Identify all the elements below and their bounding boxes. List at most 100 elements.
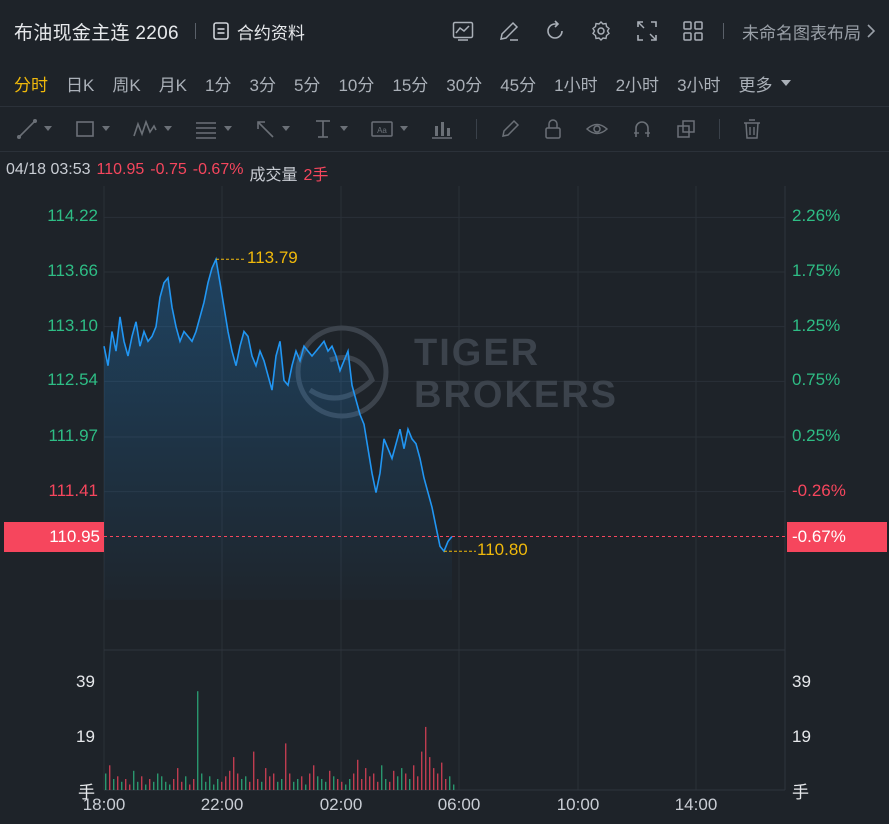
rectangle-tool[interactable] [74, 118, 110, 140]
caret-down-icon [780, 79, 791, 86]
magnet-icon [634, 121, 650, 137]
volume-bar [321, 779, 323, 790]
period-tab[interactable]: 月K [158, 75, 188, 95]
separator [194, 23, 196, 39]
period-tab[interactable]: 15分 [392, 75, 429, 95]
clone-tool[interactable] [675, 118, 697, 140]
volume-bar [349, 779, 351, 790]
period-tab[interactable]: 2小时 [615, 75, 660, 95]
volume-bar [185, 776, 187, 790]
rectangle-icon [76, 121, 94, 137]
volume-bar [437, 773, 439, 790]
y-axis-right-tick: 1.25% [792, 315, 841, 335]
volume-bar [189, 784, 191, 790]
period-tab[interactable]: 3小时 [677, 75, 721, 95]
volume-bar [201, 773, 203, 790]
volume-bar [173, 779, 175, 790]
y-axis-right-tick: 0.75% [792, 370, 841, 390]
y-axis-left-tick: 112.54 [47, 370, 98, 390]
period-tab[interactable]: 30分 [446, 75, 483, 95]
period-tab[interactable]: 10分 [338, 75, 375, 95]
period-tab[interactable]: 3分 [249, 75, 276, 95]
fibonacci-tool[interactable] [194, 118, 232, 140]
y-axis-left-tick: 113.66 [47, 261, 98, 280]
volume-bar [393, 770, 395, 790]
contract-info-button[interactable]: 合约资料 [212, 19, 305, 44]
volume-bar [365, 768, 367, 790]
edit-icon[interactable] [497, 19, 521, 43]
grid-layout-icon[interactable] [681, 19, 705, 43]
period-tab[interactable]: 45分 [500, 75, 537, 95]
volume-bar [225, 776, 227, 790]
x-axis-tick: 18:00 [82, 795, 126, 814]
x-axis-tick: 22:00 [200, 795, 244, 814]
refresh-icon[interactable] [543, 19, 567, 43]
period-tab[interactable]: 1小时 [554, 75, 598, 95]
lock-tool[interactable] [543, 118, 563, 140]
volume-bar [153, 781, 155, 790]
y-axis-right-tick: 1.75% [792, 261, 841, 280]
volume-bar [261, 781, 263, 790]
lock-icon [545, 119, 561, 139]
caret-down-icon [164, 126, 172, 131]
volume-bar [357, 759, 359, 790]
watermark-line2: BROKERS [414, 374, 619, 416]
trash-icon [744, 119, 760, 139]
watermark-line1: TIGER [414, 332, 541, 374]
volume-bar [281, 779, 283, 790]
volume-bar [157, 773, 159, 790]
settings-gear-icon[interactable] [589, 19, 613, 43]
volume-bar [105, 773, 107, 790]
wave-pattern-tool[interactable] [132, 118, 172, 140]
header-bar: 布油现金主连 2206 合约资料 未命名图表布局 [0, 0, 889, 62]
indicator-chart-icon[interactable] [451, 19, 475, 43]
period-tab[interactable]: 日K [66, 75, 95, 95]
visibility-tool[interactable] [585, 118, 609, 140]
volume-bar [257, 779, 259, 790]
volume-bar [405, 773, 407, 790]
volume-bar [433, 768, 435, 790]
brush-tool[interactable] [499, 118, 521, 140]
volume-bar [293, 781, 295, 790]
separator [719, 119, 720, 139]
volume-bar [389, 781, 391, 790]
volume-bar [265, 768, 267, 790]
quote-price: 110.95 [96, 161, 145, 178]
text-cursor-tool[interactable] [312, 118, 348, 140]
period-tab[interactable]: 周K [112, 75, 141, 95]
quote-change-pct: -0.67% [192, 161, 244, 178]
volume-bar [417, 776, 419, 790]
period-tab[interactable]: 5分 [293, 75, 321, 95]
fullscreen-icon[interactable] [635, 19, 659, 43]
volume-bar [369, 776, 371, 790]
layout-selector[interactable]: 未命名图表布局 [742, 19, 875, 44]
pencil-icon [502, 119, 520, 137]
volume-bar [413, 765, 415, 790]
volume-bar [141, 776, 143, 790]
label-tool[interactable]: Aa [370, 118, 408, 140]
volume-bar [305, 784, 307, 790]
label-icon: Aa [371, 121, 393, 137]
delete-tool[interactable] [742, 118, 762, 140]
quote-datetime: 04/18 03:53 [6, 161, 91, 178]
volume-bar [445, 779, 447, 790]
caret-down-icon [224, 126, 232, 131]
trend-line-tool[interactable] [16, 118, 52, 140]
period-tab[interactable]: 分时 [14, 75, 48, 95]
bar-pattern-tool[interactable] [430, 118, 454, 140]
volume-bar [125, 779, 127, 790]
volume-bar [209, 776, 211, 790]
y-axis-left-tick: 111.97 [48, 425, 98, 445]
x-axis-tick: 10:00 [556, 795, 600, 814]
magnet-tool[interactable] [631, 118, 653, 140]
contract-info-label: 合约资料 [236, 23, 305, 43]
volume-bar [397, 776, 399, 790]
volume-bar [301, 776, 303, 790]
period-tab[interactable]: 1分 [205, 75, 232, 95]
volume-bar [285, 743, 287, 790]
arrow-tool[interactable] [254, 118, 290, 140]
volume-bar [421, 751, 423, 790]
volume-bar [249, 781, 251, 790]
more-periods-dropdown[interactable]: 更多 [739, 71, 791, 96]
